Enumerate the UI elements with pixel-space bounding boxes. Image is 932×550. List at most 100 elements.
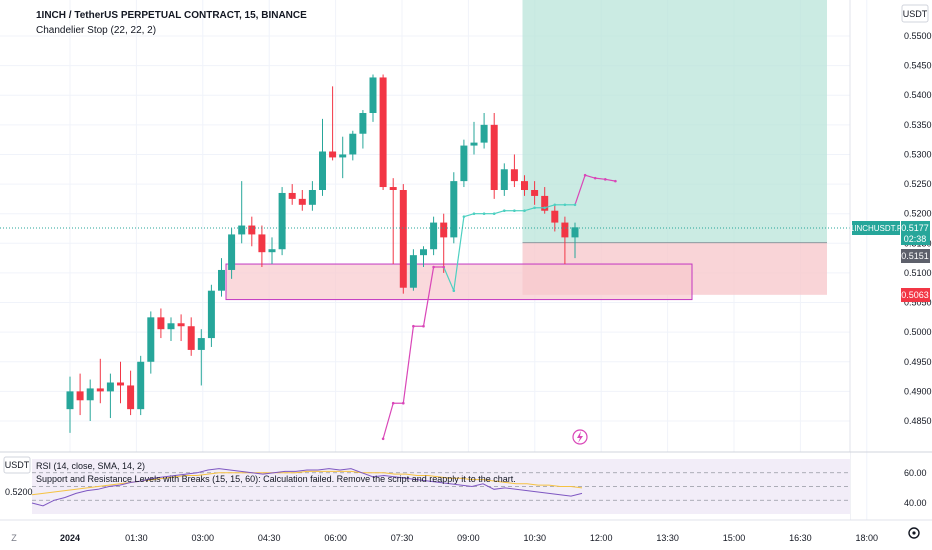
stop-point: [442, 265, 446, 269]
candle-body: [349, 133, 357, 155]
stop-point: [553, 203, 557, 207]
candle-body: [470, 142, 478, 146]
candle-body: [369, 77, 377, 113]
timezone-label[interactable]: Z: [11, 533, 17, 543]
candle-body: [117, 382, 124, 386]
candle-body: [379, 77, 387, 188]
candle-body: [450, 181, 458, 238]
stop-segment: [494, 210, 505, 215]
time-tick: 10:30: [524, 533, 547, 543]
price-tick: 0.5250: [904, 179, 932, 189]
stop-point: [412, 324, 415, 328]
stop-segment: [443, 266, 455, 291]
stop-point: [432, 265, 435, 269]
candle-body: [238, 225, 246, 235]
support-resistance-box: [225, 263, 693, 301]
chart-title: 1INCH / TetherUS PERPETUAL CONTRACT, 15,…: [36, 10, 307, 21]
stop-segment: [595, 177, 606, 180]
candle-body: [76, 391, 84, 401]
price-tick: 0.5200: [904, 209, 932, 219]
candle-body: [500, 169, 508, 190]
candle-body: [308, 190, 316, 205]
price-tick: 0.5450: [904, 61, 932, 71]
price-tick: 0.4950: [904, 357, 932, 367]
time-tick: 16:30: [789, 533, 812, 543]
entry-price-badge: [901, 249, 930, 263]
price-tick: 0.4850: [904, 416, 932, 426]
candle-body: [288, 192, 296, 199]
lightning-icon: [577, 431, 583, 443]
stop-segment: [382, 403, 394, 439]
candle-body: [106, 382, 114, 392]
stop-segment: [453, 216, 465, 291]
candle-body: [137, 361, 145, 410]
rsi-plot: [31, 468, 850, 507]
candle-body: [440, 222, 448, 238]
profit-zone: [522, 0, 827, 243]
stop-point: [614, 179, 617, 183]
time-tick: 01:30: [125, 533, 148, 543]
rsi-currency-label: USDT: [5, 460, 30, 470]
candle-body: [510, 169, 518, 182]
time-tick: 06:00: [324, 533, 347, 543]
stop-point: [472, 212, 476, 215]
candle-body: [96, 388, 104, 392]
time-tick: 07:30: [391, 533, 414, 543]
stop-point: [503, 209, 506, 213]
candle-body: [430, 222, 438, 250]
settings-gear-icon[interactable]: [908, 527, 920, 539]
candle-body: [561, 222, 569, 238]
candle-body: [147, 317, 155, 362]
time-tick: 03:00: [192, 533, 215, 543]
stop-point: [482, 212, 486, 215]
time-tick: 13:30: [656, 533, 679, 543]
position-zones: [522, 0, 827, 295]
rsi-currency-button[interactable]: [3, 456, 31, 474]
stop-point: [543, 206, 546, 210]
time-tick: 04:30: [258, 533, 281, 543]
candle-body: [531, 190, 539, 196]
candle-body: [389, 187, 397, 190]
stop-point: [604, 178, 607, 181]
time-tick: 18:00: [856, 533, 879, 543]
candle-body: [207, 290, 215, 339]
stop-point: [452, 289, 456, 292]
currency-button[interactable]: [901, 4, 929, 23]
candle-body: [521, 181, 528, 190]
time-tick: 2024: [60, 533, 80, 543]
time-tick: 15:00: [723, 533, 746, 543]
stop-point: [462, 215, 466, 218]
rsi-line: [31, 468, 583, 507]
candle-body: [490, 124, 498, 190]
candle-body: [86, 388, 94, 401]
price-tick: 0.5000: [904, 327, 932, 337]
sr-zone: [225, 263, 693, 301]
chandelier-stop: [381, 173, 617, 441]
indicator-label: Chandelier Stop (22, 22, 2): [36, 25, 156, 36]
stop-point: [523, 209, 526, 213]
candles: [66, 74, 579, 433]
candle-body: [339, 154, 347, 158]
candle-body: [187, 326, 195, 350]
stop-segment: [574, 174, 586, 206]
symbol-badge-text: 1INCHUSDT.P: [850, 224, 902, 233]
candle-body: [409, 255, 417, 288]
candle-body: [258, 234, 266, 253]
candle-body: [298, 198, 306, 205]
stop-point: [422, 324, 425, 328]
candle-body: [228, 234, 236, 270]
rsi-tick-60: 60.00: [904, 468, 927, 478]
candle-body: [127, 385, 135, 410]
price-tick: 0.5500: [904, 31, 932, 41]
currency-label: USDT: [903, 9, 928, 19]
candle-body: [420, 249, 427, 256]
candle-body: [278, 192, 286, 250]
candle-body: [197, 338, 205, 350]
time-tick: 12:00: [590, 533, 613, 543]
time-tick: 09:00: [457, 533, 480, 543]
stop-point: [492, 212, 496, 215]
rsi-ma-line: [31, 470, 583, 496]
stop-point: [573, 203, 577, 207]
candle-body: [571, 227, 579, 238]
